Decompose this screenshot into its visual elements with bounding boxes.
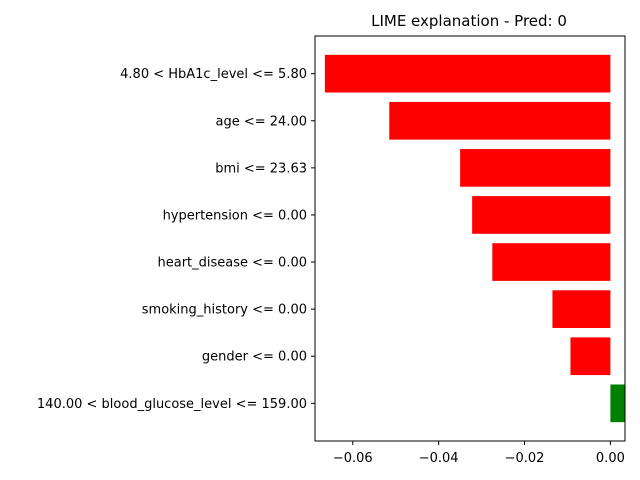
x-tick-label-1: −0.04: [419, 451, 459, 466]
y-tick-label-5: smoking_history <= 0.00: [142, 303, 307, 318]
bar-3: [472, 196, 611, 234]
bar-6: [570, 337, 611, 376]
x-tick-label-2: −0.02: [505, 451, 545, 466]
bar-5: [552, 290, 611, 328]
y-tick-label-6: gender <= 0.00: [202, 350, 307, 365]
y-tick-label-0: 4.80 < HbA1c_level <= 5.80: [120, 67, 307, 82]
y-tick-label-7: 140.00 < blood_glucose_level <= 159.00: [37, 397, 307, 412]
x-tick-label-3: 0.00: [596, 451, 625, 466]
bar-0: [324, 54, 611, 93]
y-tick-label-3: hypertension <= 0.00: [163, 208, 307, 223]
bar-1: [389, 101, 611, 140]
y-ticks-group: 4.80 < HbA1c_level <= 5.80 age <= 24.00 bm…: [37, 67, 315, 412]
bar-4: [492, 243, 611, 281]
x-tick-label-0: −0.06: [333, 451, 373, 466]
chart-title: LIME explanation - Pred: 0: [371, 12, 567, 30]
y-tick-label-2: bmi <= 23.63: [215, 161, 307, 176]
axes-frame: [314, 35, 626, 442]
bar-7: [610, 384, 625, 423]
x-ticks-group: −0.06 −0.04 −0.02 0.00: [333, 441, 625, 466]
y-tick-label-4: heart_disease <= 0.00: [157, 256, 307, 271]
y-tick-label-1: age <= 24.00: [216, 114, 307, 129]
bar-2: [460, 149, 611, 187]
bars-group: [324, 54, 625, 423]
